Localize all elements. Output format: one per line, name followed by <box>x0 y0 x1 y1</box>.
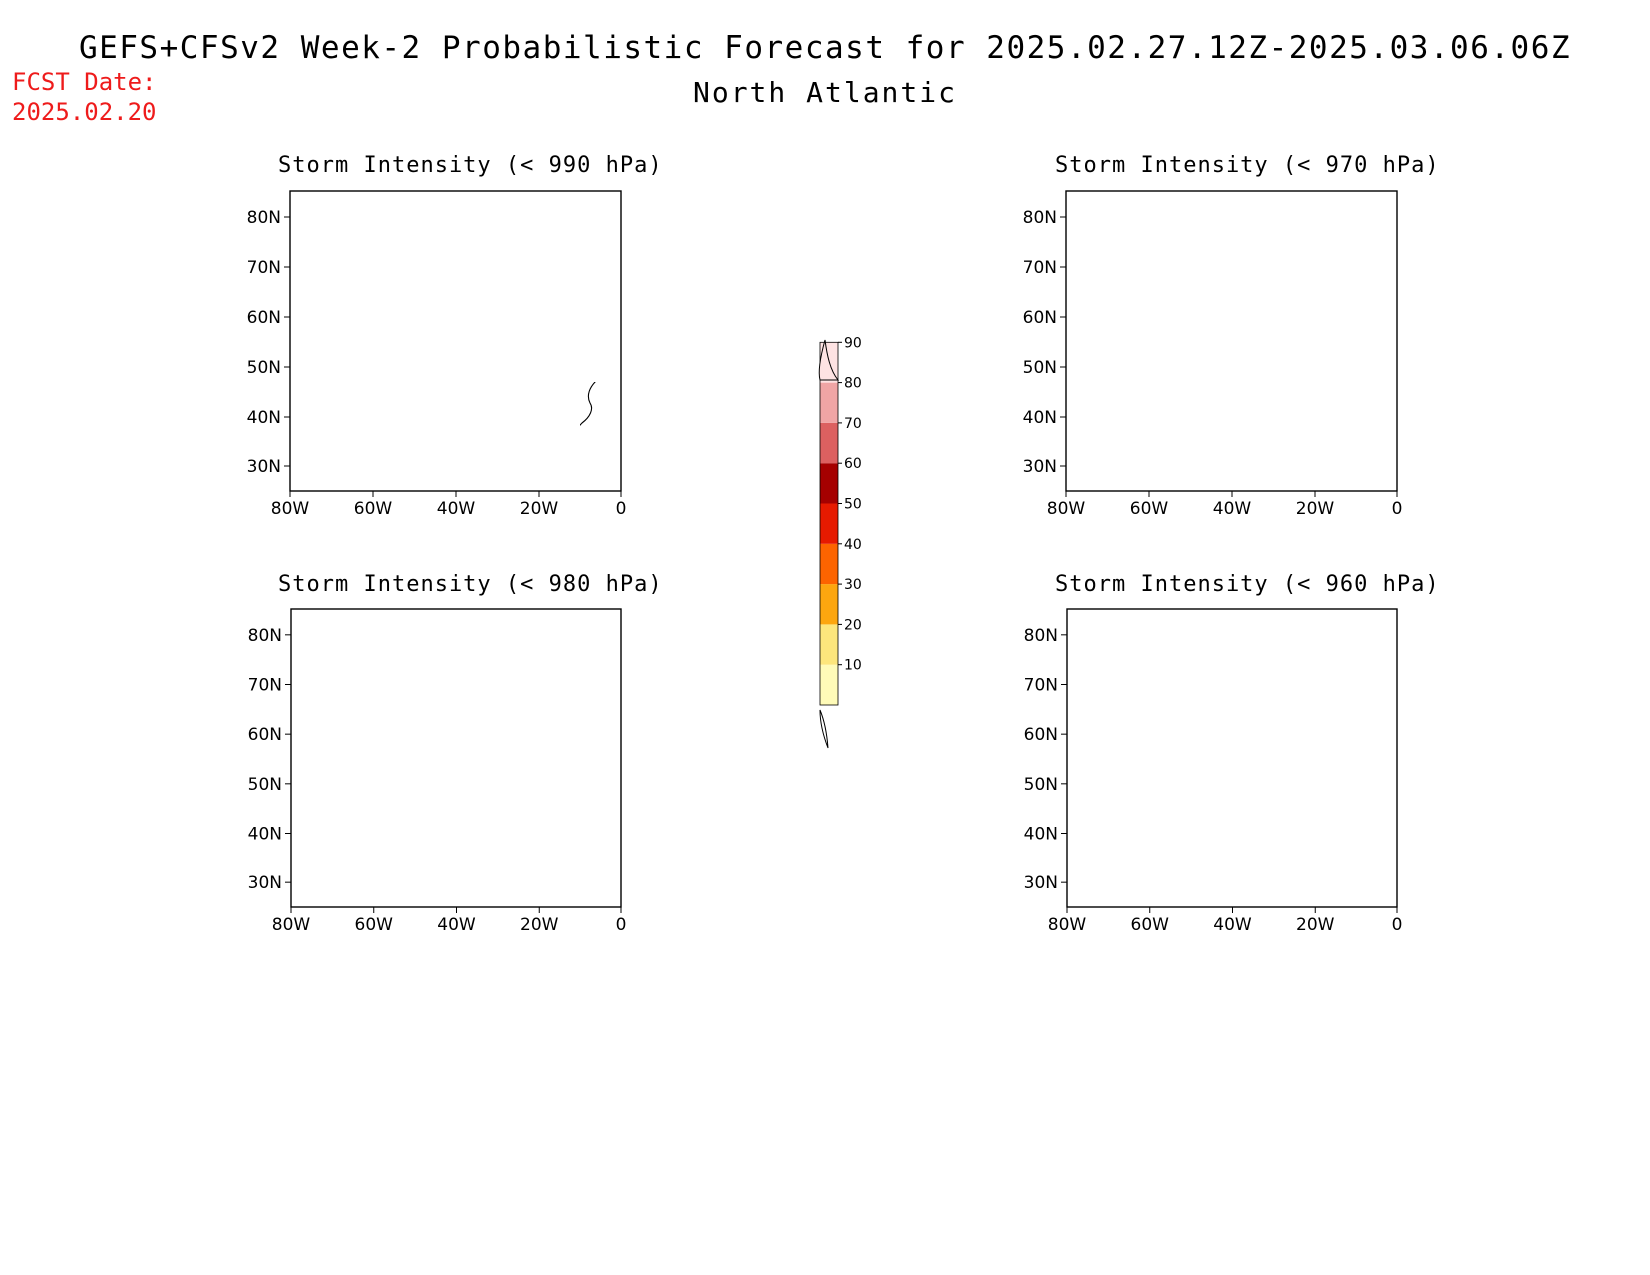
lon-tick-label: 20W <box>520 499 559 519</box>
panel-title-980: Storm Intensity (< 980 hPa) <box>278 572 663 597</box>
colorbar-label: 20 <box>844 617 862 633</box>
colorbar-swatch-7 <box>820 382 838 423</box>
colorbar-label: 30 <box>844 577 862 593</box>
lat-tick-label: 50N <box>248 775 282 795</box>
colorbar-swatch-4 <box>820 503 838 544</box>
lon-tick-label: 60W <box>355 915 394 935</box>
lon-tick-label: 80W <box>271 499 310 519</box>
lon-tick-label: 0 <box>616 499 627 519</box>
lat-tick-label: 70N <box>1024 675 1058 695</box>
colorbar-lower-triangle <box>819 709 829 749</box>
colorbar-upper-triangle <box>818 339 840 381</box>
lon-tick-label: 0 <box>1392 499 1403 519</box>
lon-tick-label: 40W <box>1213 499 1252 519</box>
colorbar-label: 50 <box>844 497 862 513</box>
map-panel-960 <box>1066 608 1398 908</box>
panel-title-970: Storm Intensity (< 970 hPa) <box>1055 153 1440 178</box>
lon-tick-label: 60W <box>354 499 393 519</box>
map-panel-970 <box>1065 190 1398 492</box>
colorbar-label: 40 <box>844 537 862 553</box>
lat-tick-label: 50N <box>247 358 281 378</box>
page-title: GEFS+CFSv2 Week-2 Probabilistic Forecast… <box>78 30 1572 66</box>
panel-title-990: Storm Intensity (< 990 hPa) <box>278 153 663 178</box>
colorbar-swatch-2 <box>820 584 838 625</box>
lon-tick-label: 20W <box>1296 499 1335 519</box>
colorbar-label: 70 <box>844 416 862 432</box>
lat-tick-label: 70N <box>247 258 281 278</box>
lat-tick-label: 60N <box>1024 725 1058 745</box>
region-subtitle: North Atlantic <box>692 76 957 109</box>
map-panel-990 <box>289 190 622 492</box>
lat-tick-label: 40N <box>248 824 282 844</box>
colorbar-label: 10 <box>844 658 862 674</box>
lon-tick-label: 0 <box>616 915 627 935</box>
lat-tick-label: 40N <box>1023 408 1057 428</box>
lon-tick-label: 60W <box>1131 915 1170 935</box>
lat-tick-label: 60N <box>1023 308 1057 328</box>
lon-tick-label: 40W <box>437 915 476 935</box>
lon-tick-label: 80W <box>1047 499 1086 519</box>
colorbar: 10 20 30 40 50 60 70 80 90 <box>818 335 862 749</box>
forecast-date-label: FCST Date: <box>12 68 157 96</box>
lon-tick-label: 60W <box>1130 499 1169 519</box>
colorbar-label: 90 <box>844 335 862 351</box>
colorbar-label: 80 <box>844 376 862 392</box>
lat-tick-label: 40N <box>247 408 281 428</box>
lat-tick-label: 40N <box>1024 824 1058 844</box>
lat-tick-label: 60N <box>248 725 282 745</box>
colorbar-frame <box>819 341 839 706</box>
lon-tick-label: 20W <box>520 915 559 935</box>
lat-tick-label: 80N <box>247 208 281 228</box>
lat-tick-label: 50N <box>1023 358 1057 378</box>
forecast-date-value: 2025.02.20 <box>12 98 157 126</box>
lat-tick-label: 30N <box>248 873 282 893</box>
colorbar-swatch-3 <box>820 543 838 585</box>
lat-tick-label: 30N <box>1023 457 1057 477</box>
lon-tick-label: 80W <box>272 915 311 935</box>
colorbar-swatch-0 <box>820 664 838 705</box>
lat-tick-label: 70N <box>1023 258 1057 278</box>
lat-tick-label: 50N <box>1024 775 1058 795</box>
lat-tick-label: 80N <box>1023 208 1057 228</box>
lat-tick-label: 80N <box>248 626 282 646</box>
lat-tick-label: 30N <box>1024 873 1058 893</box>
panel-title-960: Storm Intensity (< 960 hPa) <box>1055 572 1440 597</box>
lon-tick-label: 20W <box>1296 915 1335 935</box>
lat-tick-label: 30N <box>247 457 281 477</box>
colorbar-swatch-6 <box>820 422 838 464</box>
map-panel-980 <box>290 608 622 908</box>
lon-tick-label: 40W <box>437 499 476 519</box>
lon-tick-label: 80W <box>1048 915 1087 935</box>
colorbar-swatch-1 <box>820 624 838 665</box>
lon-tick-label: 40W <box>1213 915 1252 935</box>
colorbar-label: 60 <box>844 456 862 472</box>
lat-tick-label: 60N <box>247 308 281 328</box>
lat-tick-label: 80N <box>1024 626 1058 646</box>
lon-tick-label: 0 <box>1392 915 1403 935</box>
lat-tick-label: 70N <box>248 675 282 695</box>
colorbar-swatch-5 <box>820 463 838 504</box>
